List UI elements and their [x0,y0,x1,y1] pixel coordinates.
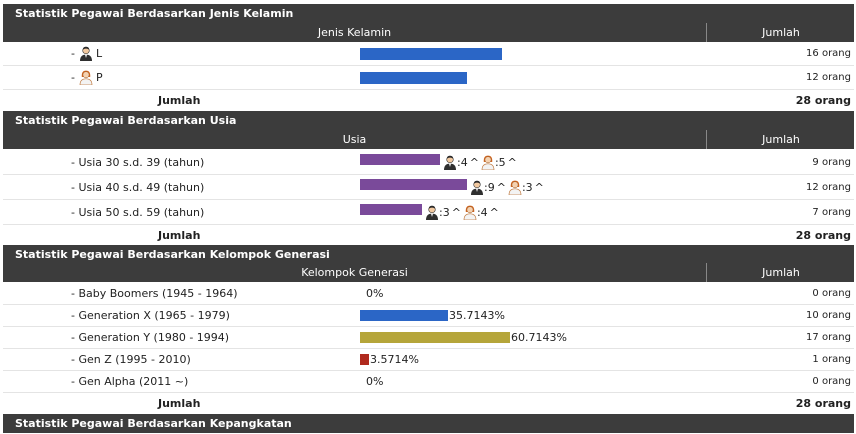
age-bar [360,154,440,165]
gender-breakdown: :4 ^:5 ^ [443,150,519,174]
male-user-icon [470,180,484,195]
generation-row: - Gen Z (1995 - 2010) 3.5714% 1 orang [3,349,854,371]
row-label: - Generation Y (1980 - 1994) [71,331,230,344]
column-header-count: Jumlah [762,266,800,279]
age-row: - Usia 50 s.d. 59 (tahun):3 ^:4 ^ 7 orang [3,200,854,225]
generation-row: - Generation X (1965 - 1979) 35.7143% 10 o… [3,305,854,327]
caret-icon: ^ [534,180,544,194]
male-user-icon [79,46,93,61]
section-title-rank: Statistik Pegawai Berdasarkan Kepangkata… [3,414,854,433]
gender-row-l: - L 16 orang [3,42,854,66]
section-title-gender: Statistik Pegawai Berdasarkan Jenis Kela… [3,4,854,23]
percent-label: 60.7143% [511,331,567,344]
gender-bar [360,72,467,84]
row-label: -L [71,42,102,65]
male-count: :3 [439,205,450,219]
row-count: 10 orang [806,310,851,321]
row-label: - Gen Z (1995 - 2010) [71,353,191,366]
column-header-label: Jenis Kelamin [3,23,707,42]
male-count: :9 [484,180,495,194]
table-header-generation: Kelompok Generasi Jumlah [3,263,854,282]
total-value: 28 orang [795,396,851,410]
female-user-icon [463,205,477,220]
table-header-gender: Jenis Kelamin Jumlah [3,23,854,42]
row-label: - Usia 30 s.d. 39 (tahun) [71,155,205,169]
total-row-age: Jumlah 28 orang [3,225,854,245]
caret-icon: ^ [469,155,479,169]
generation-bar [360,354,369,365]
gender-label: L [95,47,103,60]
caret-icon: ^ [489,205,499,219]
column-header-label: Usia [3,130,707,149]
female-count: :3 [521,180,533,194]
female-count: :4 [476,205,488,219]
caret-icon: ^ [496,180,506,194]
gender-label: P [95,71,103,84]
male-user-icon [443,155,457,170]
generation-row: - Baby Boomers (1945 - 1964) 0% 0 orang [3,283,854,305]
generation-row: - Gen Alpha (2011 ~) 0% 0 orang [3,371,854,393]
age-row: - Usia 40 s.d. 49 (tahun):9 ^:3 ^ 12 orang [3,175,854,200]
caret-icon: ^ [507,155,517,169]
row-count: 16 orang [806,48,851,59]
generation-row: - Generation Y (1980 - 1994) 60.7143% 17 o… [3,327,854,349]
male-count: :4 [457,155,468,169]
column-header-count: Jumlah [762,26,800,39]
caret-icon: ^ [451,205,461,219]
generation-bar [360,332,510,343]
total-label: Jumlah [158,93,201,107]
age-bar [360,179,467,190]
percent-label: 3.5714% [370,353,419,366]
row-label: - Usia 40 s.d. 49 (tahun) [71,180,205,194]
row-count: 0 orang [812,376,851,387]
total-row-gender: Jumlah 28 orang [3,90,854,110]
total-row-generation: Jumlah 28 orang [3,393,854,413]
row-count: 9 orang [812,156,851,168]
gender-row-p: - P 12 orang [3,66,854,90]
row-label: - Baby Boomers (1945 - 1964) [71,287,238,300]
age-row: - Usia 30 s.d. 39 (tahun):4 ^:5 ^ 9 orang [3,150,854,175]
row-label: - Gen Alpha (2011 ~) [71,375,189,388]
female-user-icon [508,180,522,195]
row-label: - Usia 50 s.d. 59 (tahun) [71,205,205,219]
row-prefix: - [71,71,75,84]
row-count: 17 orang [806,332,851,343]
gender-bar [360,48,502,60]
age-bar [360,204,422,215]
table-header-age: Usia Jumlah [3,130,854,149]
gender-breakdown: :9 ^:3 ^ [470,175,546,199]
row-label: -P [71,66,103,89]
column-header-count: Jumlah [762,133,800,146]
section-title-age: Statistik Pegawai Berdasarkan Usia [3,111,854,130]
percent-label: 35.7143% [449,309,505,322]
row-count: 7 orang [812,206,851,218]
generation-bar [360,310,448,321]
row-count: 12 orang [806,72,851,83]
row-count: 1 orang [812,354,851,365]
section-title-generation: Statistik Pegawai Berdasarkan Kelompok G… [3,245,854,264]
female-count: :5 [494,155,506,169]
row-count: 12 orang [806,181,851,193]
column-header-label: Kelompok Generasi [3,263,707,282]
total-value: 28 orang [795,228,851,242]
row-prefix: - [71,47,75,60]
total-value: 28 orang [795,93,851,107]
percent-label: 0% [366,375,384,388]
percent-label: 0% [366,287,384,300]
male-user-icon [425,205,439,220]
total-label: Jumlah [158,396,201,410]
female-user-icon [481,155,495,170]
row-count: 0 orang [812,288,851,299]
female-user-icon [79,70,93,85]
total-label: Jumlah [158,228,201,242]
gender-breakdown: :3 ^:4 ^ [425,200,501,224]
row-label: - Generation X (1965 - 1979) [71,309,230,322]
